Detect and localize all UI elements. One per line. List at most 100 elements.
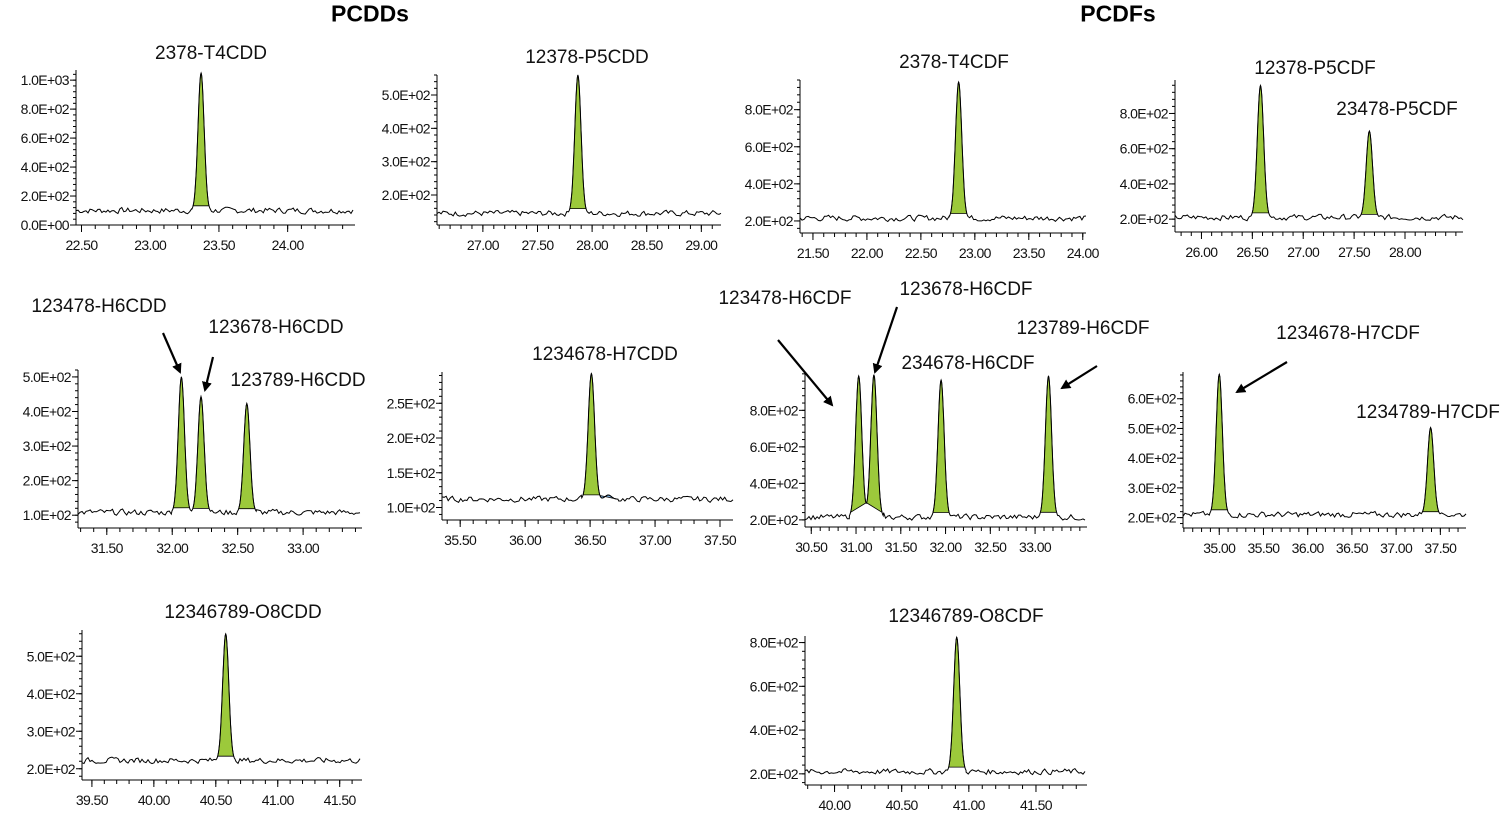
chromatogram-trace xyxy=(1174,85,1464,222)
x-tick-label: 32.50 xyxy=(974,539,1007,555)
y-tick-label: 5.0E+02 xyxy=(382,87,431,103)
peak-label: 123789-H6CDF xyxy=(1016,318,1150,339)
chromatogram-trace xyxy=(77,376,361,516)
x-tick-label: 26.00 xyxy=(1185,244,1218,260)
x-tick-label: 23.00 xyxy=(134,237,167,253)
arrow xyxy=(1235,361,1288,394)
peak-label: 1234789-H7CDF xyxy=(1356,402,1500,423)
x-tick-label: 41.50 xyxy=(324,792,357,808)
y-tick-label: 4.0E+02 xyxy=(745,176,794,192)
x-tick-label: 31.50 xyxy=(91,540,124,556)
x-tick-label: 21.50 xyxy=(797,245,830,261)
x-tick-label: 40.50 xyxy=(200,792,233,808)
x-tick-label: 27.50 xyxy=(1338,244,1371,260)
y-tick-label: 6.0E+02 xyxy=(1120,141,1169,157)
x-tick-label: 41.00 xyxy=(953,797,986,813)
x-tick-label: 35.50 xyxy=(444,532,477,548)
x-tick-label: 33.00 xyxy=(287,540,320,556)
x-tick-label: 36.50 xyxy=(574,532,607,548)
chromatogram-trace xyxy=(799,81,1087,223)
x-tick-label: 23.50 xyxy=(1013,245,1046,261)
x-tick-label: 22.50 xyxy=(905,245,938,261)
y-tick-label: 0.0E+00 xyxy=(21,217,70,233)
x-tick-label: 28.50 xyxy=(631,237,664,253)
y-tick-label: 4.0E+02 xyxy=(1128,450,1177,466)
y-tick-label: 8.0E+02 xyxy=(745,102,794,118)
y-tick-label: 2.0E+02 xyxy=(1128,510,1177,526)
peak-label: 2378-T4CDF xyxy=(899,52,1009,73)
x-tick-label: 41.50 xyxy=(1020,797,1053,813)
x-tick-label: 27.00 xyxy=(1287,244,1320,260)
x-tick-label: 27.00 xyxy=(467,237,500,253)
x-tick-label: 23.00 xyxy=(959,245,992,261)
y-tick-label: 1.0E+03 xyxy=(21,72,70,88)
y-tick-label: 6.0E+02 xyxy=(750,439,799,455)
x-tick-label: 35.50 xyxy=(1247,540,1280,556)
peak-label: 23478-P5CDF xyxy=(1336,99,1458,120)
y-tick-label: 6.0E+02 xyxy=(1128,391,1177,407)
x-tick-label: 36.00 xyxy=(509,532,542,548)
x-tick-label: 24.00 xyxy=(272,237,305,253)
x-tick-label: 40.00 xyxy=(819,797,852,813)
y-tick-label: 3.0E+02 xyxy=(27,723,76,739)
y-tick-label: 3.0E+02 xyxy=(1128,480,1177,496)
y-tick-label: 3.0E+02 xyxy=(382,154,431,170)
arrow xyxy=(1060,365,1098,390)
x-tick-label: 39.50 xyxy=(76,792,109,808)
pcdfs-header: PCDFs xyxy=(1080,0,1156,27)
y-tick-label: 3.0E+02 xyxy=(23,438,72,454)
peak-label: 12378-P5CDF xyxy=(1254,58,1376,79)
x-tick-label: 26.50 xyxy=(1236,244,1269,260)
y-tick-label: 5.0E+02 xyxy=(23,369,72,385)
peak-label: 12378-P5CDD xyxy=(525,47,649,68)
arrow xyxy=(872,306,899,374)
peak-label: 123678-H6CDF xyxy=(899,279,1033,300)
x-tick-label: 29.00 xyxy=(685,237,718,253)
pcdds-header: PCDDs xyxy=(331,0,409,27)
chromatogram-trace xyxy=(804,374,1086,521)
peak-label: 12346789-O8CDD xyxy=(164,602,322,623)
y-tick-label: 4.0E+02 xyxy=(21,159,70,175)
x-tick-label: 37.50 xyxy=(704,532,737,548)
peak-label: 123678-H6CDD xyxy=(208,317,344,338)
x-tick-label: 22.00 xyxy=(851,245,884,261)
y-tick-label: 5.0E+02 xyxy=(1128,420,1177,436)
y-tick-label: 2.5E+02 xyxy=(387,395,436,411)
y-tick-label: 5.0E+02 xyxy=(27,648,76,664)
x-tick-label: 36.50 xyxy=(1336,540,1369,556)
chromatogram-trace xyxy=(436,74,722,218)
y-tick-label: 4.0E+02 xyxy=(23,403,72,419)
x-tick-label: 31.00 xyxy=(840,539,873,555)
chromatogram-trace xyxy=(441,373,734,503)
x-tick-label: 23.50 xyxy=(203,237,236,253)
x-tick-label: 37.00 xyxy=(639,532,672,548)
y-tick-label: 8.0E+02 xyxy=(21,101,70,117)
peak-label: 2378-T4CDD xyxy=(155,43,267,64)
x-tick-label: 40.50 xyxy=(886,797,919,813)
x-tick-label: 24.00 xyxy=(1067,245,1100,261)
y-tick-label: 2.0E+02 xyxy=(23,473,72,489)
x-tick-label: 30.50 xyxy=(795,539,828,555)
chromatogram-trace xyxy=(75,72,354,215)
x-tick-label: 22.50 xyxy=(65,237,98,253)
y-tick-label: 6.0E+02 xyxy=(21,130,70,146)
y-tick-label: 2.0E+02 xyxy=(27,761,76,777)
peak-label: 234678-H6CDF xyxy=(901,353,1035,374)
arrow xyxy=(777,339,834,407)
y-tick-label: 1.0E+02 xyxy=(387,499,436,515)
y-tick-label: 1.0E+02 xyxy=(23,507,72,523)
peak-label: 12346789-O8CDF xyxy=(888,606,1044,627)
peak-label: 123478-H6CDD xyxy=(31,296,167,317)
y-tick-label: 6.0E+02 xyxy=(750,678,799,694)
y-tick-label: 8.0E+02 xyxy=(750,635,799,651)
chromatogram-trace xyxy=(81,633,361,765)
x-tick-label: 37.50 xyxy=(1424,540,1457,556)
y-tick-label: 6.0E+02 xyxy=(745,139,794,155)
x-tick-label: 32.50 xyxy=(222,540,255,556)
y-tick-label: 1.5E+02 xyxy=(387,465,436,481)
peak-label: 123789-H6CDD xyxy=(230,370,366,391)
y-tick-label: 8.0E+02 xyxy=(750,402,799,418)
x-tick-label: 31.50 xyxy=(885,539,918,555)
